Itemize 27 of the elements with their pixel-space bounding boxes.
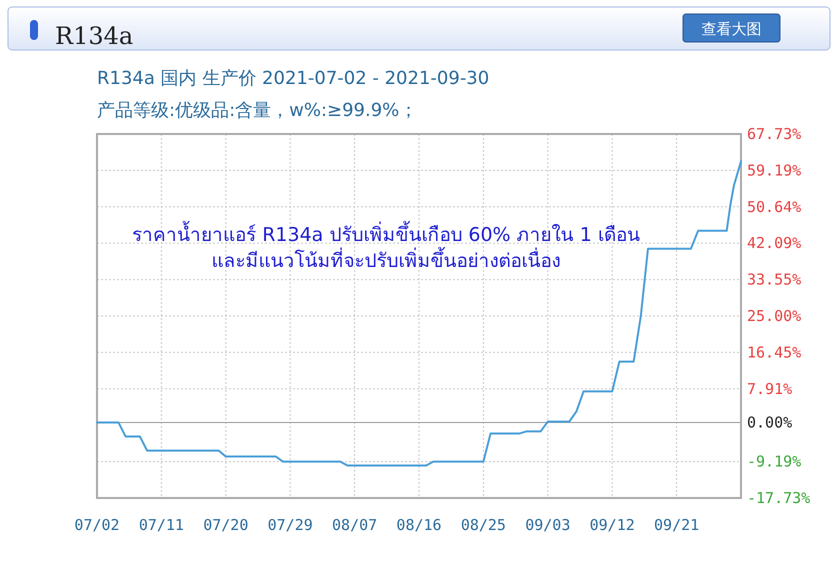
x-tick-label: 07/20 — [203, 516, 248, 534]
y-tick-label: 25.00% — [747, 307, 802, 325]
annotation: ราคาน้ำยาแอร์ R134a ปรับเพิ่มขึ้นเกือบ 60% ภายใน 1 เดือน และมีแนวโน้มที่จะปรับเพิ่มขึ้นอย่างต่อเนื่อง — [132, 221, 640, 272]
y-tick-label: 67.73% — [747, 125, 802, 143]
y-tick-label: 0.00% — [747, 413, 792, 432]
y-tick-label: -17.73% — [747, 489, 810, 507]
y-tick-label: 16.45% — [747, 343, 802, 362]
x-tick-label: 09/21 — [654, 516, 700, 534]
x-tick-label: 07/29 — [268, 516, 313, 534]
x-tick-label: 09/12 — [590, 516, 635, 534]
y-tick-label: 42.09% — [747, 234, 802, 252]
x-tick-label: 09/03 — [525, 516, 570, 534]
x-tick-label: 08/07 — [332, 516, 378, 534]
y-tick-label: 59.19% — [747, 161, 802, 180]
x-tick-label: 08/16 — [396, 516, 442, 534]
chart-title: R134a 国内 生产价 2021-07-02 - 2021-09-30 — [97, 68, 490, 89]
y-tick-label: 33.55% — [747, 270, 802, 289]
button: 查看大图 — [682, 14, 780, 42]
y-tick-label: -9.19% — [747, 452, 802, 471]
x-tick-label: 07/02 — [74, 516, 120, 534]
x-tick-label: 08/25 — [460, 516, 506, 534]
text: R134a — [55, 22, 134, 50]
y-tick-label: 7.91% — [747, 380, 792, 398]
x-tick-label: 07/11 — [138, 516, 184, 534]
y-tick-label: 50.64% — [747, 198, 802, 216]
line-series — [96, 160, 742, 466]
chart-subtitle: 产品等级:优级品:含量，w%:≥99.9%； — [97, 100, 418, 121]
